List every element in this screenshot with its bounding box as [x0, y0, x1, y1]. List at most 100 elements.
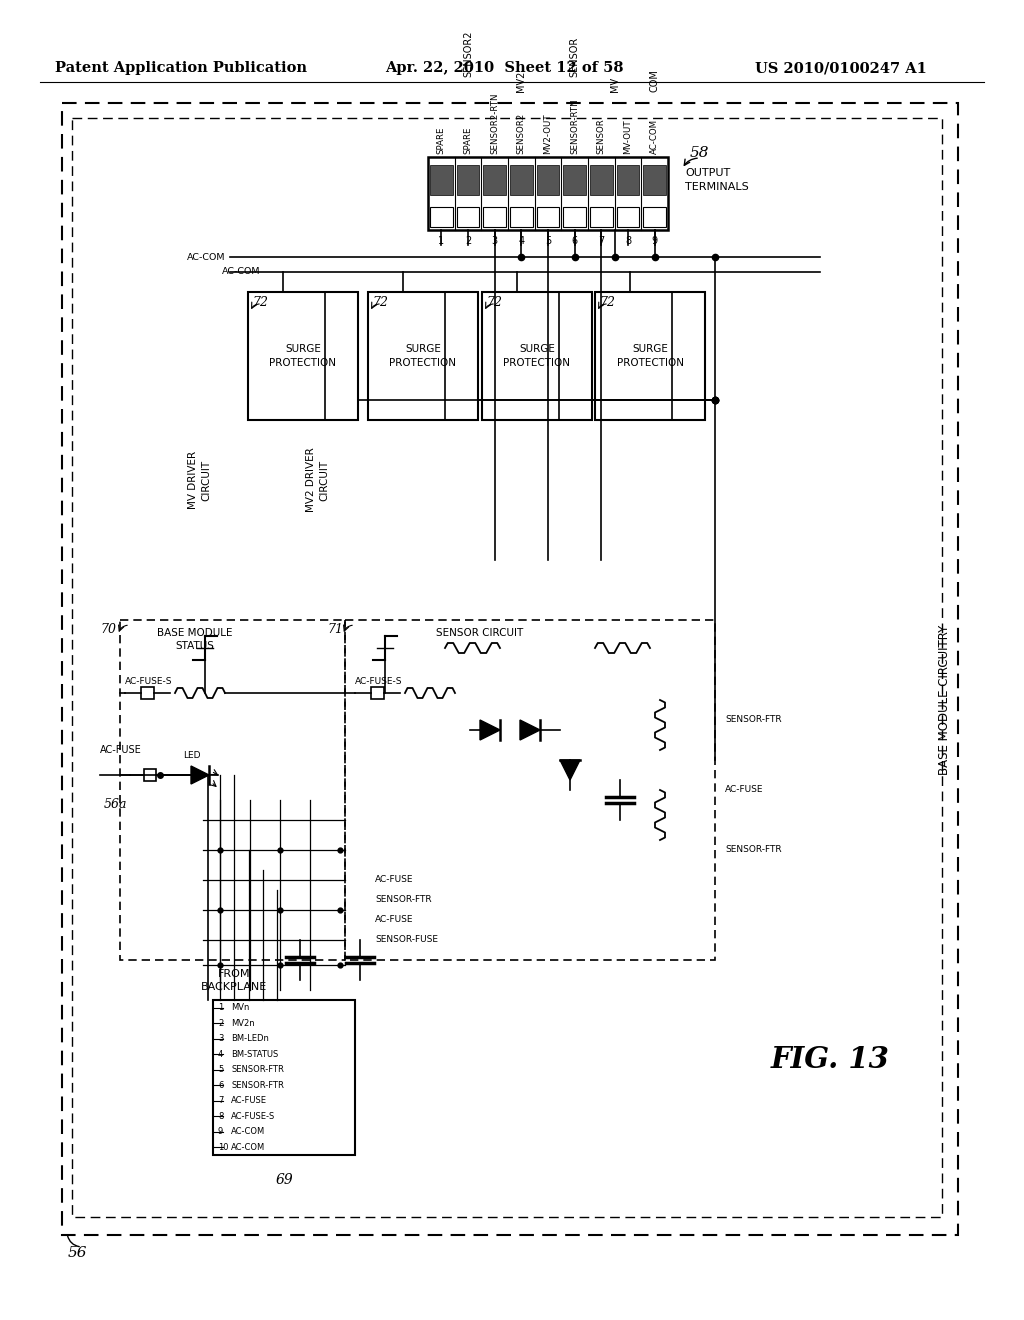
Text: 4: 4 — [518, 236, 524, 246]
Text: 56a: 56a — [103, 799, 127, 812]
Text: 72: 72 — [486, 296, 502, 309]
Text: SENSOR-FTR: SENSOR-FTR — [725, 846, 781, 854]
Bar — [563, 165, 586, 195]
Text: AC-FUSE: AC-FUSE — [725, 785, 764, 795]
Text: 8: 8 — [625, 236, 631, 246]
Text: US 2010/0100247 A1: US 2010/0100247 A1 — [755, 61, 927, 75]
Text: 4: 4 — [218, 1049, 223, 1059]
Bar — [428, 157, 668, 230]
Text: SENSOR2-RTN: SENSOR2-RTN — [490, 92, 499, 154]
Text: SENSOR-FTR: SENSOR-FTR — [725, 715, 781, 725]
Polygon shape — [191, 766, 209, 784]
Text: SURGE
PROTECTION: SURGE PROTECTION — [504, 345, 570, 367]
Text: MV2-OUT: MV2-OUT — [544, 114, 553, 154]
Text: 7: 7 — [218, 1096, 223, 1105]
Text: SENSOR2: SENSOR2 — [463, 30, 473, 77]
Bar — [430, 165, 453, 195]
Text: 58: 58 — [690, 147, 710, 160]
Text: AC-FUSE: AC-FUSE — [231, 1096, 267, 1105]
Text: SENSOR CIRCUIT: SENSOR CIRCUIT — [436, 628, 523, 638]
Bar — [643, 165, 666, 195]
Text: SENSOR-FUSE: SENSOR-FUSE — [375, 936, 438, 945]
Text: AC-COM: AC-COM — [231, 1143, 265, 1152]
Text: AC-COM: AC-COM — [231, 1127, 265, 1137]
Text: 3: 3 — [218, 1035, 223, 1043]
Bar — [482, 292, 592, 420]
Text: AC-FUSE: AC-FUSE — [375, 916, 414, 924]
Text: SENSOR: SENSOR — [597, 119, 606, 154]
Text: SPARE: SPARE — [464, 127, 472, 154]
Text: SENSOR-FTR: SENSOR-FTR — [375, 895, 432, 904]
Text: 72: 72 — [599, 296, 615, 309]
Bar — [248, 292, 358, 420]
Bar — [483, 165, 506, 195]
Text: OUTPUT
TERMINALS: OUTPUT TERMINALS — [685, 169, 749, 191]
Bar — [510, 165, 532, 195]
Text: AC-COM: AC-COM — [650, 119, 659, 154]
Text: SENSOR-FTR: SENSOR-FTR — [231, 1081, 284, 1090]
Text: FROM
BACKPLANE: FROM BACKPLANE — [201, 969, 267, 993]
Text: AC-COM: AC-COM — [186, 252, 225, 261]
Text: SENSOR-FTR: SENSOR-FTR — [231, 1065, 284, 1074]
Text: AC-FUSE: AC-FUSE — [100, 744, 141, 755]
Polygon shape — [480, 719, 500, 741]
Text: 2: 2 — [465, 236, 471, 246]
Text: 6: 6 — [218, 1081, 223, 1090]
Polygon shape — [560, 760, 580, 780]
Text: SENSOR2: SENSOR2 — [517, 112, 526, 154]
Bar — [616, 207, 639, 227]
Text: SURGE
PROTECTION: SURGE PROTECTION — [389, 345, 457, 367]
Text: MV-OUT: MV-OUT — [624, 119, 633, 154]
Bar — [483, 207, 506, 227]
Text: 6: 6 — [571, 236, 578, 246]
Bar — [457, 165, 479, 195]
Bar — [510, 207, 532, 227]
Text: MV2 DRIVER
CIRCUIT: MV2 DRIVER CIRCUIT — [306, 447, 330, 512]
Text: 10: 10 — [218, 1143, 228, 1152]
Text: 69: 69 — [275, 1173, 293, 1187]
Text: 56: 56 — [68, 1246, 87, 1261]
Text: 3: 3 — [492, 236, 498, 246]
Text: AC-COM: AC-COM — [221, 268, 260, 276]
Text: AC-FUSE-S: AC-FUSE-S — [231, 1111, 275, 1121]
Text: 7: 7 — [598, 236, 604, 246]
Text: 5: 5 — [218, 1065, 223, 1074]
Bar — [144, 770, 156, 781]
Text: MV2n: MV2n — [231, 1019, 255, 1028]
Text: 72: 72 — [252, 296, 268, 309]
Bar — [368, 292, 478, 420]
Text: BM-STATUS: BM-STATUS — [231, 1049, 279, 1059]
Text: MV: MV — [609, 77, 620, 92]
Text: LED: LED — [183, 751, 201, 759]
Bar — [457, 207, 479, 227]
Text: MV DRIVER
CIRCUIT: MV DRIVER CIRCUIT — [188, 451, 212, 510]
Text: 70: 70 — [100, 623, 116, 636]
Bar — [590, 207, 612, 227]
Text: 5: 5 — [545, 236, 551, 246]
Bar — [537, 165, 559, 195]
Text: BASE MODULE
STATUS: BASE MODULE STATUS — [158, 628, 232, 651]
Text: Patent Application Publication: Patent Application Publication — [55, 61, 307, 75]
Bar — [590, 165, 612, 195]
Text: 9: 9 — [651, 236, 657, 246]
Text: 1: 1 — [438, 236, 444, 246]
Text: COM: COM — [649, 69, 659, 92]
Polygon shape — [520, 719, 540, 741]
Text: MVn: MVn — [231, 1003, 250, 1012]
Text: SENSOR-RTN: SENSOR-RTN — [570, 99, 580, 154]
Bar — [563, 207, 586, 227]
Text: SPARE: SPARE — [437, 127, 445, 154]
Text: AC-FUSE-S: AC-FUSE-S — [355, 676, 402, 685]
Text: 9: 9 — [218, 1127, 223, 1137]
Text: Apr. 22, 2010  Sheet 12 of 58: Apr. 22, 2010 Sheet 12 of 58 — [385, 61, 624, 75]
Text: 1: 1 — [218, 1003, 223, 1012]
Bar — [643, 207, 666, 227]
Bar — [537, 207, 559, 227]
Text: AC-FUSE-S: AC-FUSE-S — [125, 676, 172, 685]
Bar — [595, 292, 705, 420]
Bar — [371, 686, 384, 700]
Text: 72: 72 — [372, 296, 388, 309]
Bar — [213, 1001, 355, 1155]
Bar — [430, 207, 453, 227]
Text: SENSOR: SENSOR — [569, 37, 580, 77]
